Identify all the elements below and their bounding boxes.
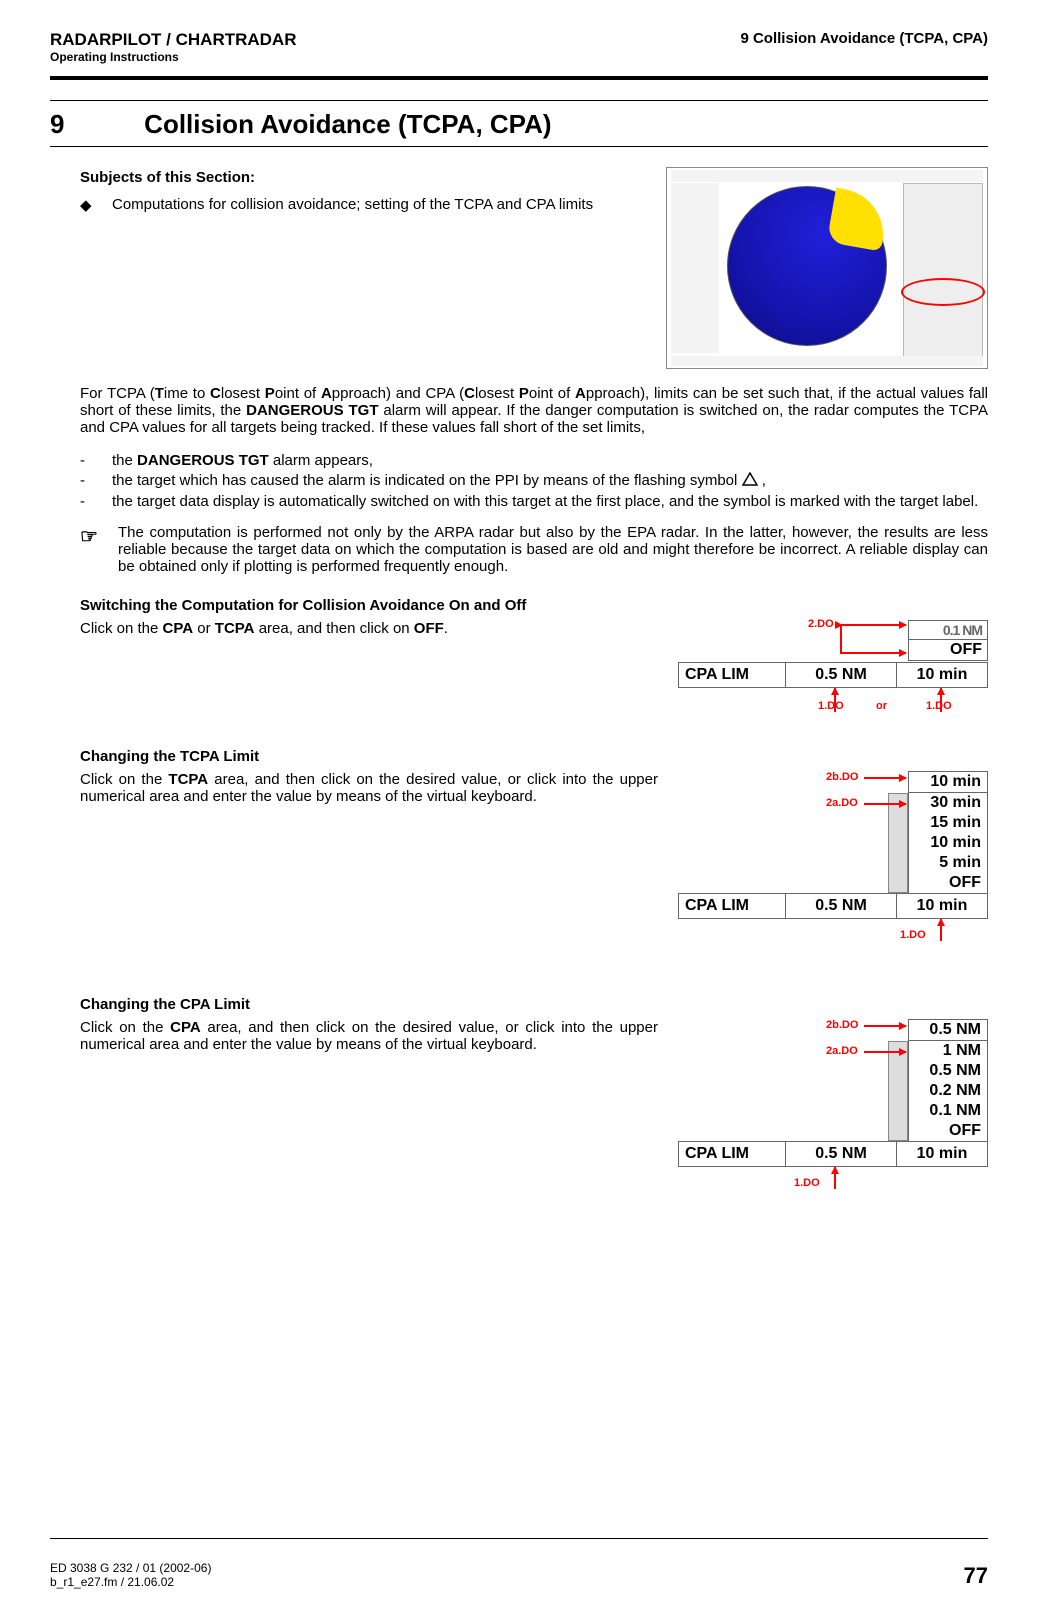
- footer-rule: [50, 1538, 988, 1539]
- section-title: Collision Avoidance (TCPA, CPA): [144, 109, 551, 139]
- page-number: 77: [964, 1563, 988, 1589]
- arrow-icon: [864, 803, 906, 805]
- step-label: 1.DO: [900, 929, 926, 941]
- chapter-ref: 9 Collision Avoidance (TCPA, CPA): [740, 30, 988, 47]
- arrow-icon: [940, 919, 942, 941]
- footer-fileinfo: b_r1_e27.fm / 21.06.02: [50, 1575, 211, 1589]
- popup-off-option: OFF: [909, 640, 987, 660]
- ppi-circle-icon: [727, 186, 887, 346]
- highlight-oval-icon: [901, 278, 985, 306]
- switching-text: Click on the CPA or TCPA area, and then …: [80, 620, 658, 637]
- subjects-heading: Subjects of this Section:: [80, 169, 646, 186]
- diamond-bullet-icon: ◆: [80, 196, 98, 214]
- cpa-text: Click on the CPA area, and then click on…: [80, 1019, 658, 1053]
- step-label: 1.DO: [926, 700, 952, 712]
- cpa-num-input: 0.5 NM: [909, 1020, 987, 1041]
- step-label: 2b.DO: [826, 771, 858, 783]
- popup-prev-value: 0.1 NM: [909, 621, 987, 640]
- subjects-bullet-text: Computations for collision avoidance; se…: [112, 196, 593, 214]
- footer-docid: ED 3038 G 232 / 01 (2002-06): [50, 1561, 211, 1575]
- doc-subtitle: Operating Instructions: [50, 50, 296, 64]
- radar-screenshot-thumb: [666, 167, 988, 369]
- page-header: RADARPILOT / CHARTRADAR Operating Instru…: [50, 30, 988, 64]
- title-rule-top: [50, 100, 988, 101]
- triangle-icon: [742, 472, 758, 490]
- doc-title: RADARPILOT / CHARTRADAR: [50, 30, 296, 50]
- scrollbar-track: [888, 1041, 908, 1141]
- arrow-icon: [864, 777, 906, 779]
- step-label: 2b.DO: [826, 1019, 858, 1031]
- bar-label: CPA LIM: [679, 1145, 785, 1163]
- step-label: 2a.DO: [826, 797, 858, 809]
- step-label: 1.DO: [794, 1177, 820, 1189]
- tcpa-text: Click on the TCPA area, and then click o…: [80, 771, 658, 805]
- bar-tcpa-value: 10 min: [896, 663, 987, 687]
- tcpa-opt: 5 min: [909, 853, 987, 873]
- scrollbar-track: [888, 793, 908, 893]
- section-number: 9: [50, 109, 140, 140]
- step-label: 2.DO: [808, 618, 834, 630]
- page-footer: ED 3038 G 232 / 01 (2002-06) b_r1_e27.fm…: [50, 1561, 988, 1589]
- arrow-icon: [834, 1167, 836, 1189]
- dash-list: - the DANGEROUS TGT alarm appears, - the…: [80, 452, 988, 510]
- bar-label: CPA LIM: [679, 897, 785, 915]
- tcpa-heading: Changing the TCPA Limit: [80, 748, 988, 765]
- diagram-tcpa: 10 min 30 min 15 min 10 min 5 min OFF CP…: [678, 771, 988, 946]
- cpa-opt: 0.2 NM: [909, 1081, 987, 1101]
- divider-top: [50, 76, 988, 80]
- switching-heading: Switching the Computation for Collision …: [80, 597, 988, 614]
- or-label: or: [876, 700, 887, 712]
- tcpa-num-input: 10 min: [909, 772, 987, 793]
- dash-icon: -: [80, 472, 98, 490]
- arrow-icon: [840, 624, 906, 626]
- bar-cpa-value: 0.5 NM: [785, 894, 896, 918]
- note-text: The computation is performed not only by…: [118, 524, 988, 575]
- bar-tcpa-value: 10 min: [896, 894, 987, 918]
- cpa-opt: 0.1 NM: [909, 1101, 987, 1121]
- cpa-opt: OFF: [909, 1121, 987, 1141]
- intro-paragraph: For TCPA (Time to Closest Point of Appro…: [80, 385, 988, 436]
- bar-tcpa-value: 10 min: [896, 1142, 987, 1166]
- bar-cpa-value: 0.5 NM: [785, 663, 896, 687]
- arrow-icon: [840, 652, 906, 654]
- pointing-hand-icon: ☞: [80, 524, 104, 575]
- dash-item-2: the target which has caused the alarm is…: [112, 472, 988, 490]
- tcpa-opt: 15 min: [909, 813, 987, 833]
- dash-item-3: the target data display is automatically…: [112, 493, 988, 510]
- dash-item-1: the DANGEROUS TGT alarm appears,: [112, 452, 373, 469]
- cpa-opt: 0.5 NM: [909, 1061, 987, 1081]
- diagram-off: 0.1 NM OFF CPA LIM 0.5 NM 10 min 2.DO 1.…: [678, 620, 988, 718]
- diagram-cpa: 0.5 NM 1 NM 0.5 NM 0.2 NM 0.1 NM OFF CPA…: [678, 1019, 988, 1194]
- tcpa-opt: 10 min: [909, 833, 987, 853]
- step-label: 1.DO: [818, 700, 844, 712]
- arrow-icon: [864, 1025, 906, 1027]
- dash-icon: -: [80, 493, 98, 510]
- bar-label: CPA LIM: [679, 666, 785, 684]
- dash-icon: -: [80, 452, 98, 469]
- arrow-icon: [864, 1051, 906, 1053]
- bar-cpa-value: 0.5 NM: [785, 1142, 896, 1166]
- cpa-heading: Changing the CPA Limit: [80, 996, 988, 1013]
- tcpa-opt: 30 min: [909, 793, 987, 813]
- cpa-opt: 1 NM: [909, 1041, 987, 1061]
- step-label: 2a.DO: [826, 1045, 858, 1057]
- tcpa-opt: OFF: [909, 873, 987, 893]
